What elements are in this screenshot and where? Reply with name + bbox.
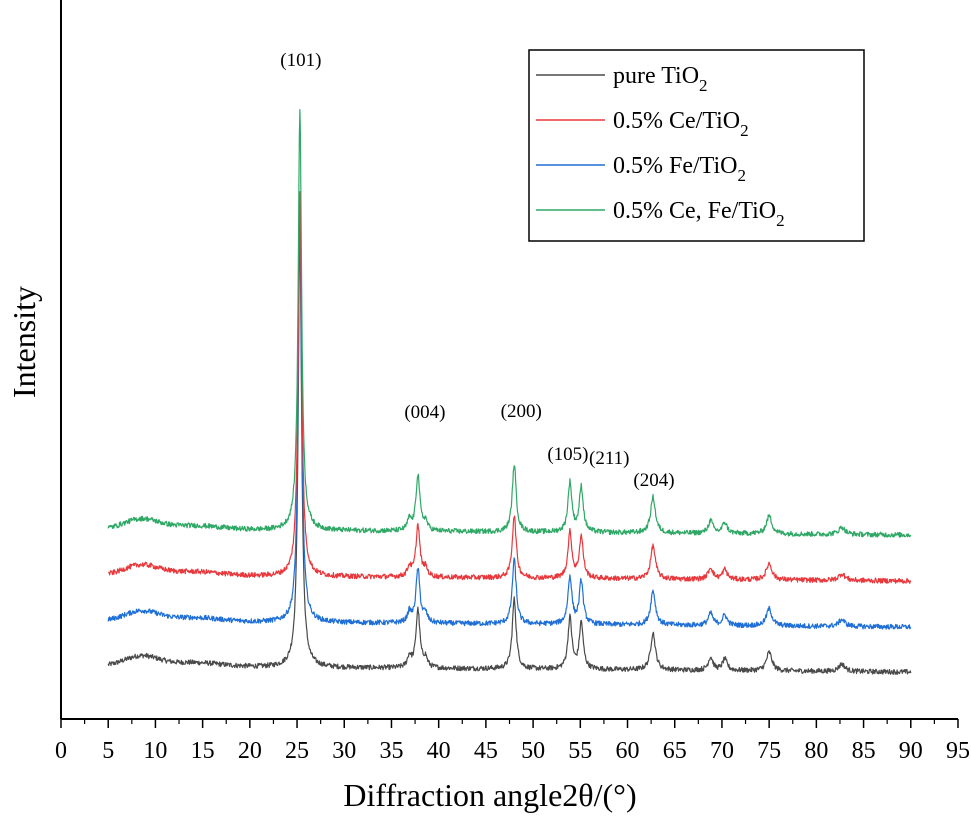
x-tick-label: 80 [804, 738, 828, 764]
peak-label: (211) [589, 448, 629, 469]
legend-label: pure TiO2 [613, 63, 708, 95]
series-layer [107, 109, 912, 675]
x-axis-title: Diffraction angle2θ/(°) [343, 777, 636, 813]
legend-label-main: 0.5% Ce/TiO [613, 108, 740, 134]
x-tick-label: 55 [568, 738, 592, 764]
legend-label-subscript: 2 [740, 121, 749, 140]
x-ticks: 0 5 10 15 20 25 30 35 40 45 50 55 60 65 70 75 80 85 90 95 [55, 719, 970, 764]
x-tick-label: 20 [238, 738, 262, 764]
peak-label: (105) [547, 444, 588, 465]
x-tick-label: 90 [899, 738, 923, 764]
x-tick-label: 30 [332, 738, 356, 764]
legend-label: 0.5% Ce/TiO2 [613, 108, 749, 140]
x-tick-label: 85 [852, 738, 876, 764]
peak-label: (200) [501, 401, 542, 422]
x-tick-label: 45 [474, 738, 498, 764]
y-axis-title: Intensity [6, 286, 42, 398]
legend-label: 0.5% Ce, Fe/TiO2 [613, 198, 785, 230]
legend-label-subscript: 2 [737, 166, 746, 185]
x-tick-label: 35 [379, 738, 403, 764]
series-line-2 [107, 220, 912, 630]
x-tick-label: 65 [663, 738, 687, 764]
legend-label-main: 0.5% Ce, Fe/TiO [613, 198, 776, 224]
x-tick-label: 5 [102, 738, 114, 764]
x-tick-label: 40 [427, 738, 451, 764]
x-tick-label: 60 [616, 738, 640, 764]
legend-label-main: 0.5% Fe/TiO [613, 153, 737, 179]
legend-label: 0.5% Fe/TiO2 [613, 153, 746, 185]
x-tick-label: 70 [710, 738, 734, 764]
series-line-3 [107, 109, 912, 538]
x-tick-label: 0 [55, 738, 67, 764]
legend-label-subscript: 2 [699, 76, 708, 95]
x-tick-label: 10 [143, 738, 167, 764]
peak-label: (004) [404, 402, 445, 423]
x-tick-label: 15 [191, 738, 215, 764]
legend-box [528, 49, 865, 242]
x-tick-label: 50 [521, 738, 545, 764]
x-tick-label: 25 [285, 738, 309, 764]
peak-labels: (101) (004) (200) (105) (211)(204) [280, 50, 674, 491]
peak-label: (101) [280, 50, 321, 71]
legend-label-subscript: 2 [776, 211, 785, 230]
series-line-0 [107, 235, 912, 675]
legend-label-main: pure TiO [613, 63, 699, 89]
x-tick-label: 95 [946, 738, 970, 764]
x-tick-label: 75 [757, 738, 781, 764]
series-line-1 [108, 191, 912, 584]
peak-label: (204) [633, 470, 674, 491]
